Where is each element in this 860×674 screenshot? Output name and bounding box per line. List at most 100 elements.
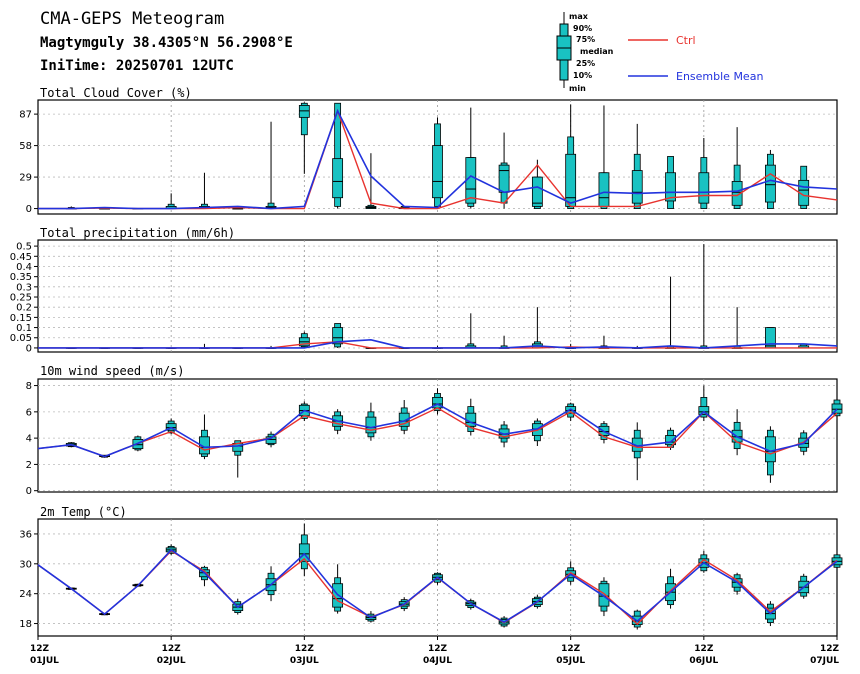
legend: max 90% 75% median 25% 10% min Ctrl Ense… [556,12,763,93]
y-tick-label: 0 [26,204,32,215]
box-p25-p75 [432,145,443,199]
panel-4: 2m Temp (°C) 18 24 30 36 [19,505,843,637]
box-17 [598,105,610,209]
x-tick-label-date: 02JUL [157,656,186,666]
y-tick-label: 87 [19,110,32,121]
box-22 [765,149,776,209]
y-tick-label: 36 [19,529,32,540]
legend-min: min [569,84,586,93]
box-p25-p75 [398,412,410,427]
y-tick-label: 0.45 [10,252,32,263]
y-tick-label: 6 [26,407,32,418]
x-tick-label-date: 06JUL [689,656,718,666]
box-19 [665,427,676,450]
y-tick-label: 0.15 [10,313,32,324]
ensemble-mean-series-line [38,338,838,349]
y-tick-label: 4 [26,434,32,445]
box-21 [731,409,743,456]
x-tick-label-date: 05JUL [556,656,585,666]
x-tick-label-date: 03JUL [290,656,319,666]
box-p10-p90 [300,102,308,136]
box-7 [265,121,277,209]
box-9 [332,564,344,614]
y-tick-label: 0.05 [10,333,32,344]
box-14 [498,132,510,209]
box-4 [165,193,177,210]
x-tick-label-date: 01JUL [30,656,59,666]
box-11 [398,400,410,435]
y-tick-label: 18 [19,619,32,630]
box-24 [831,398,843,419]
box-18 [631,123,643,209]
box-p25-p75 [565,153,577,207]
x-tick-label-time: 12Z [30,644,50,654]
box-p25-p75 [332,327,344,345]
legend-max: max [569,12,589,21]
panel-2: Total precipitation (mm/6h)00.050.10.150… [10,226,838,354]
location-label: Magtymguly 38.4305°N 56.2908°E [40,35,293,51]
box-8 [298,523,310,577]
box-8 [298,331,310,348]
init-time-label: IniTime: 20250701 12UTC [40,58,234,74]
box-p25-p75 [665,435,676,446]
box-12 [432,117,443,209]
box-p25-p75 [531,176,543,207]
x-tick-label-time: 12Z [820,644,840,654]
box-5 [199,414,210,460]
x-tick-label-time: 12Z [295,644,315,654]
y-tick-label: 0 [26,486,32,497]
chart-title: CMA-GEPS Meteogram [40,9,224,29]
y-tick-label: 0.2 [16,303,32,314]
box-p25-p75 [698,406,710,415]
panel-title: Total precipitation (mm/6h) [40,226,235,240]
box-p25-p75 [831,403,843,414]
box-18 [631,422,643,481]
panel-1: Total Cloud Cover (%) 0 29 58 87 [19,86,838,215]
ensemble-mean-series-line [38,108,838,210]
box-16 [565,104,577,209]
y-tick-label: 58 [19,141,32,152]
box-13 [465,313,477,349]
y-tick-label: 0 [26,343,32,354]
box-5 [199,172,210,209]
legend-p25: 25% [576,59,595,68]
panel-title: Total Cloud Cover (%) [40,86,192,100]
box-13 [465,398,477,436]
y-tick-label: 0.1 [16,323,32,334]
legend-p90: 90% [573,24,592,33]
box-p25-p75 [731,181,743,206]
box-p25-p75 [598,583,610,607]
box-13 [465,107,477,209]
box-p25-p75 [631,170,643,204]
ensemble-mean-series-line [37,548,838,624]
box-15 [531,159,543,209]
box-20 [698,138,710,209]
box-p10-p90 [334,102,342,207]
box-p25-p75 [199,436,210,455]
box-9 [332,102,344,209]
box-p25-p75 [332,158,344,199]
box-p25-p75 [665,172,676,202]
panel-title: 2m Temp (°C) [40,505,127,519]
y-tick-label: 30 [19,559,32,570]
x-tick-label-time: 12Z [694,644,714,654]
box-p25-p75 [365,416,377,434]
legend-p10: 10% [573,71,592,80]
box-10 [365,402,377,441]
y-tick-label: 0.25 [10,293,32,304]
panel-3: 10m wind speed (m/s) 0 2 4 6 8 [26,364,843,497]
y-tick-label: 24 [19,589,32,600]
ctrl-series-line [37,550,838,626]
box-21 [731,127,743,209]
box-20 [698,244,710,349]
box-15 [531,418,543,447]
legend-median: median [580,47,614,56]
y-tick-label: 0.35 [10,272,32,283]
x-tick-label-date: 04JUL [423,656,452,666]
box-p25-p75 [765,164,776,203]
x-tick-label-time: 12Z [162,644,182,654]
box-p25-p75 [598,172,610,207]
legend-ctrl-label: Ctrl [676,34,696,47]
box-18 [631,609,643,630]
